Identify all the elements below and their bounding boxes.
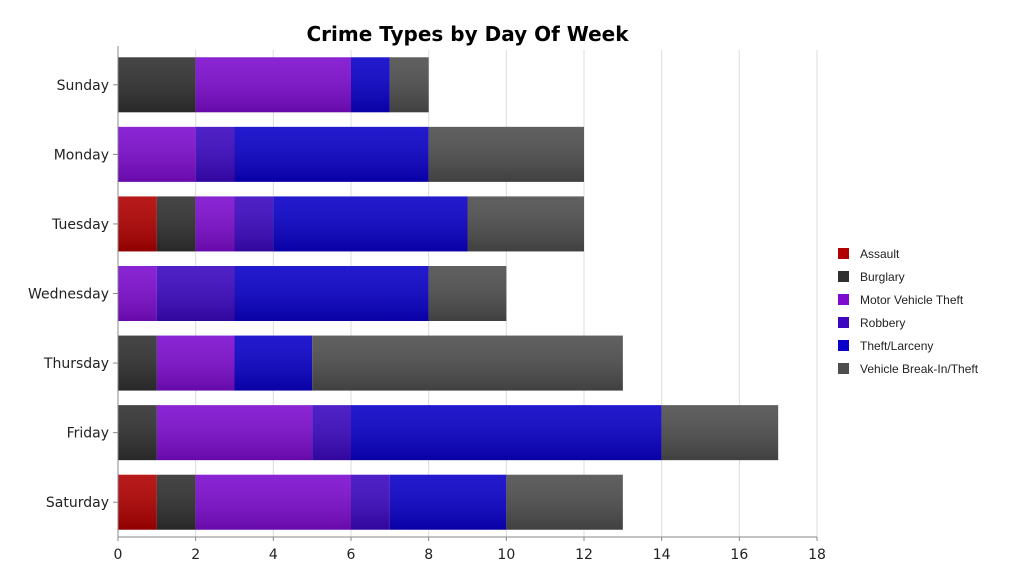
bar-shade-monday-theft-larceny — [234, 126, 429, 182]
legend-label-robbery: Robbery — [860, 315, 906, 330]
bar-shade-thursday-motor-vehicle-theft — [156, 335, 235, 391]
x-tick-label-0: 0 — [114, 547, 123, 563]
legend-item-robbery[interactable]: Robbery — [838, 311, 978, 334]
legend-label-motor-vehicle-theft: Motor Vehicle Theft — [860, 292, 964, 307]
bar-shade-monday-vehicle-break-in-theft — [428, 126, 584, 182]
bar-shade-tuesday-burglary — [156, 196, 196, 252]
bar-shade-thursday-vehicle-break-in-theft — [312, 335, 623, 391]
legend-item-vehicle-break-in-theft[interactable]: Vehicle Break-In/Theft — [838, 357, 978, 380]
category-label-monday: Monday — [54, 147, 109, 163]
x-tick-label-6: 12 — [575, 547, 593, 563]
legend-swatch-motor-vehicle-theft — [838, 294, 849, 305]
bar-shade-sunday-burglary — [118, 57, 196, 113]
bar-shade-sunday-vehicle-break-in-theft — [389, 57, 429, 113]
bar-shade-tuesday-assault — [118, 196, 157, 252]
bar-shade-friday-robbery — [312, 405, 351, 461]
x-tick-label-4: 8 — [424, 547, 433, 563]
bar-shade-wednesday-vehicle-break-in-theft — [428, 266, 507, 321]
legend-swatch-assault — [838, 248, 849, 259]
legend-swatch-theft-larceny — [838, 340, 849, 351]
bar-shade-saturday-motor-vehicle-theft — [195, 474, 351, 530]
legend-label-assault: Assault — [860, 246, 900, 261]
x-tick-label-3: 6 — [347, 547, 356, 563]
bar-shade-friday-burglary — [118, 405, 157, 461]
bar-shade-friday-motor-vehicle-theft — [156, 405, 313, 461]
bar-shade-saturday-assault — [118, 474, 157, 530]
category-label-thursday: Thursday — [43, 356, 109, 372]
legend-swatch-robbery — [838, 317, 849, 328]
bar-shade-tuesday-motor-vehicle-theft — [195, 196, 235, 252]
legend-item-burglary[interactable]: Burglary — [838, 265, 978, 288]
category-label-tuesday: Tuesday — [51, 217, 109, 233]
bar-shade-monday-robbery — [195, 126, 235, 182]
legend-label-vehicle-break-in-theft: Vehicle Break-In/Theft — [860, 361, 979, 376]
bar-shade-sunday-theft-larceny — [351, 57, 390, 113]
chart-title: Crime Types by Day Of Week — [306, 22, 629, 46]
bar-shade-saturday-vehicle-break-in-theft — [506, 474, 623, 530]
legend-swatch-vehicle-break-in-theft — [838, 363, 849, 374]
legend-swatch-burglary — [838, 271, 849, 282]
legend-item-assault[interactable]: Assault — [838, 242, 978, 265]
x-tick-label-1: 2 — [191, 547, 200, 563]
category-label-saturday: Saturday — [46, 495, 109, 511]
bar-shade-monday-motor-vehicle-theft — [118, 126, 196, 182]
x-tick-label-2: 4 — [269, 547, 278, 563]
bar-shade-thursday-burglary — [118, 335, 157, 391]
x-tick-label-8: 16 — [730, 547, 748, 563]
legend-label-theft-larceny: Theft/Larceny — [860, 338, 934, 353]
bar-shade-wednesday-motor-vehicle-theft — [118, 266, 157, 321]
bar-shade-saturday-theft-larceny — [389, 474, 507, 530]
x-tick-label-5: 10 — [497, 547, 515, 563]
bar-shade-friday-theft-larceny — [351, 405, 662, 461]
bar-shade-sunday-motor-vehicle-theft — [195, 57, 351, 113]
bar-shade-saturday-robbery — [351, 474, 390, 530]
bar-shade-tuesday-theft-larceny — [273, 196, 468, 252]
x-tick-label-9: 18 — [808, 547, 826, 563]
bar-shade-wednesday-theft-larceny — [234, 266, 429, 321]
bar-shade-thursday-theft-larceny — [234, 335, 313, 391]
bar-shade-friday-vehicle-break-in-theft — [661, 405, 779, 461]
category-label-sunday: Sunday — [57, 78, 109, 94]
bar-group — [118, 57, 779, 530]
x-tick-label-7: 14 — [653, 547, 671, 563]
category-label-wednesday: Wednesday — [28, 287, 109, 303]
bar-shade-saturday-burglary — [156, 474, 196, 530]
axes: 0 2 4 6 8 10 12 14 16 18 Sunday Monday Tuesday Wednes… — [28, 46, 826, 563]
bar-shade-tuesday-vehicle-break-in-theft — [467, 196, 584, 252]
legend-label-burglary: Burglary — [860, 269, 905, 284]
category-label-friday: Friday — [67, 426, 109, 442]
bar-shade-tuesday-robbery — [234, 196, 274, 252]
legend-item-motor-vehicle-theft[interactable]: Motor Vehicle Theft — [838, 288, 978, 311]
legend: Assault Burglary Motor Vehicle Theft Robber… — [838, 242, 978, 380]
legend-item-theft-larceny[interactable]: Theft/Larceny — [838, 334, 978, 357]
bar-shade-wednesday-robbery — [156, 266, 235, 321]
